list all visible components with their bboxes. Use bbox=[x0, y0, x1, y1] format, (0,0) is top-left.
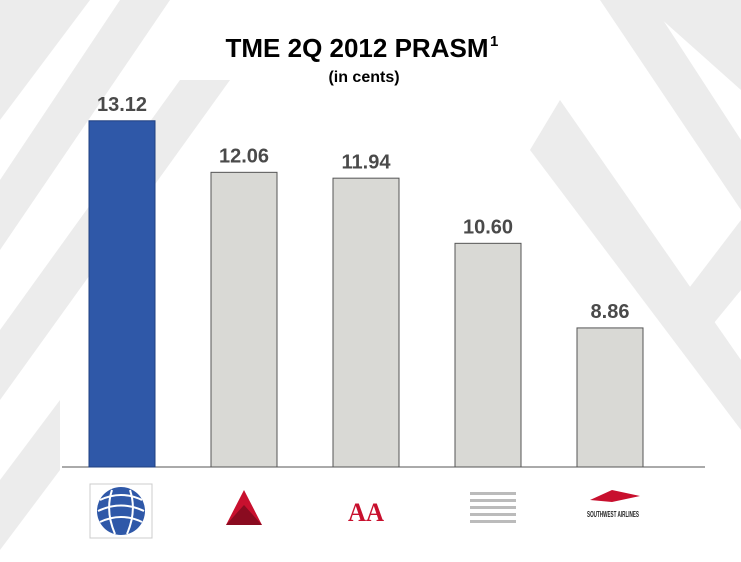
bar bbox=[576, 327, 644, 468]
value-label: 10.60 bbox=[463, 217, 513, 239]
logo-us bbox=[470, 492, 516, 523]
value-label: 11.94 bbox=[342, 151, 392, 173]
value-label: 8.86 bbox=[591, 301, 630, 323]
bar bbox=[88, 120, 156, 468]
bar bbox=[454, 242, 522, 468]
logo-united bbox=[89, 483, 153, 539]
x-tick-label: SOUTHWEST AIRLINES bbox=[587, 510, 639, 519]
logo-delta bbox=[226, 490, 262, 525]
bar bbox=[332, 177, 400, 468]
chart-subtitle: (in cents) bbox=[328, 69, 399, 86]
chart-title: TME 2Q 2012 PRASM bbox=[226, 33, 489, 63]
value-label: 12.06 bbox=[219, 146, 269, 168]
x-tick-label: AA bbox=[348, 498, 384, 527]
title-note: 1 bbox=[490, 33, 498, 50]
logo-southwest-plane bbox=[590, 490, 640, 502]
bar bbox=[210, 171, 278, 468]
value-label: 13.12 bbox=[97, 94, 147, 116]
